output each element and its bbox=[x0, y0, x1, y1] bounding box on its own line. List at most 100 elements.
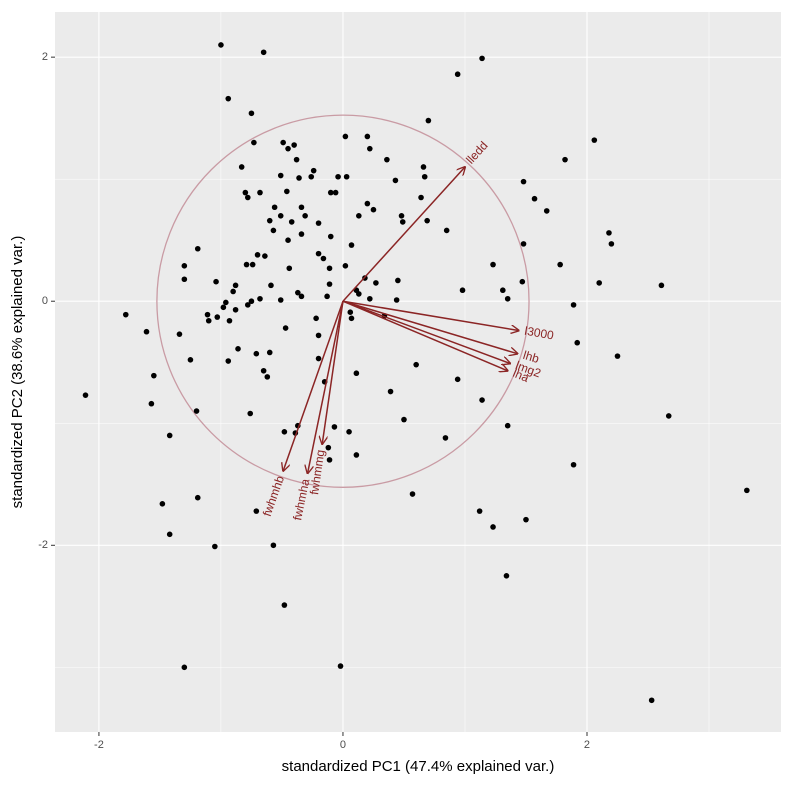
arrow-label: fwhmmg bbox=[307, 449, 327, 496]
point bbox=[230, 288, 236, 295]
point bbox=[282, 325, 289, 331]
point bbox=[82, 392, 89, 398]
point bbox=[367, 295, 373, 302]
point bbox=[266, 217, 273, 224]
point bbox=[242, 189, 249, 196]
point bbox=[268, 282, 274, 289]
x-tick-label: 0 bbox=[340, 739, 346, 751]
point bbox=[393, 297, 400, 303]
point bbox=[254, 252, 261, 258]
point bbox=[288, 219, 295, 225]
point bbox=[176, 331, 183, 337]
point bbox=[238, 164, 245, 170]
point bbox=[181, 664, 188, 671]
point bbox=[570, 302, 577, 308]
point bbox=[270, 542, 277, 549]
point bbox=[310, 167, 317, 174]
point bbox=[271, 204, 278, 211]
point bbox=[225, 95, 232, 102]
point bbox=[320, 255, 327, 262]
point bbox=[151, 372, 157, 379]
point bbox=[286, 265, 293, 272]
point bbox=[248, 110, 255, 117]
point bbox=[531, 195, 538, 202]
point bbox=[395, 277, 401, 284]
x-tick-label: -2 bbox=[94, 739, 104, 751]
point bbox=[326, 457, 333, 463]
point bbox=[606, 230, 612, 236]
point bbox=[364, 200, 371, 207]
point bbox=[166, 432, 173, 439]
point bbox=[348, 242, 355, 248]
point bbox=[285, 237, 291, 244]
point bbox=[296, 175, 302, 181]
point bbox=[504, 295, 511, 302]
point bbox=[401, 416, 407, 423]
point bbox=[557, 261, 563, 268]
point bbox=[226, 317, 233, 324]
point bbox=[205, 317, 212, 324]
point bbox=[298, 293, 305, 300]
arrow-label: lha bbox=[511, 366, 531, 385]
point bbox=[326, 265, 333, 272]
point bbox=[348, 315, 355, 322]
point bbox=[315, 332, 322, 339]
point bbox=[204, 311, 211, 318]
point bbox=[181, 276, 188, 283]
point bbox=[181, 263, 188, 269]
point bbox=[648, 697, 655, 704]
point bbox=[356, 291, 362, 297]
point bbox=[212, 543, 218, 550]
panel bbox=[55, 12, 781, 732]
point bbox=[356, 212, 362, 219]
point bbox=[257, 189, 263, 196]
point bbox=[122, 311, 129, 318]
point bbox=[596, 280, 602, 286]
point bbox=[343, 173, 350, 180]
point bbox=[570, 461, 577, 468]
point bbox=[281, 602, 288, 608]
point bbox=[308, 173, 315, 180]
point bbox=[248, 298, 255, 305]
point bbox=[243, 261, 250, 268]
loading-arrow bbox=[342, 167, 465, 302]
point bbox=[373, 280, 379, 286]
point bbox=[476, 508, 483, 514]
y-tick-label: -2 bbox=[38, 539, 48, 551]
point bbox=[281, 428, 288, 435]
point bbox=[285, 145, 291, 152]
point bbox=[277, 172, 284, 179]
point bbox=[420, 164, 427, 170]
loading-arrow bbox=[322, 301, 344, 444]
point bbox=[523, 516, 529, 523]
point bbox=[247, 410, 254, 417]
point bbox=[454, 71, 461, 78]
y-axis-title: standardized PC2 (38.6% explained var.) bbox=[9, 236, 26, 509]
point bbox=[479, 397, 485, 403]
point bbox=[159, 500, 166, 507]
point bbox=[266, 349, 273, 356]
point bbox=[295, 289, 301, 296]
point bbox=[315, 250, 322, 257]
point bbox=[353, 452, 360, 458]
point bbox=[503, 572, 510, 579]
point bbox=[443, 227, 450, 234]
point bbox=[313, 315, 319, 322]
point bbox=[614, 353, 621, 359]
point bbox=[384, 156, 390, 163]
point bbox=[342, 133, 349, 140]
point bbox=[326, 281, 333, 287]
point bbox=[253, 350, 260, 357]
point bbox=[665, 413, 672, 419]
loading-arrow bbox=[283, 300, 344, 471]
point bbox=[370, 206, 377, 213]
point bbox=[500, 287, 506, 294]
point bbox=[442, 435, 449, 441]
point bbox=[353, 370, 360, 377]
correlation-circle bbox=[156, 114, 530, 488]
point bbox=[324, 293, 330, 300]
point bbox=[325, 444, 332, 451]
point bbox=[187, 356, 194, 363]
point bbox=[302, 212, 308, 219]
point bbox=[293, 156, 300, 163]
